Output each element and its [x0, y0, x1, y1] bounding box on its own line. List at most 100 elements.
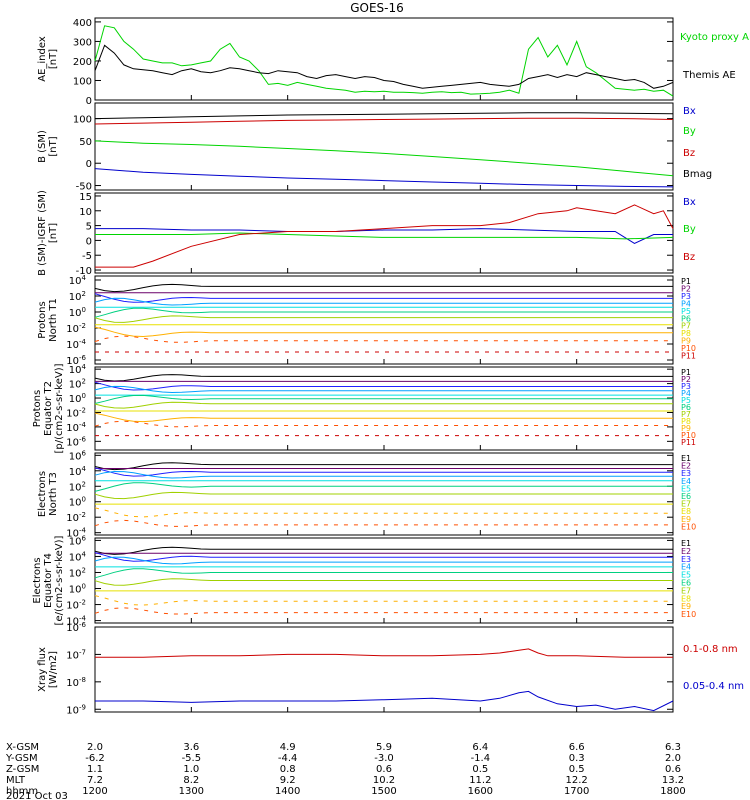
legend-entry: P5: [681, 307, 691, 316]
x-row-value: 6.3: [665, 742, 681, 753]
legend-entry: E1: [681, 454, 691, 463]
legend-entry: E10: [681, 522, 696, 531]
x-row-value: 0.3: [569, 753, 585, 764]
legend-entry: P7: [681, 410, 691, 419]
channel-line: [94, 381, 673, 391]
channel-line: [94, 552, 673, 562]
x-row-value: 11.2: [469, 775, 491, 786]
legend-entry: E8: [681, 507, 691, 516]
x-row-value: 6.4: [472, 742, 488, 753]
legend-entry: By: [683, 224, 696, 235]
panel-1: 0 100 200 300 400 AE_index [nT] Kyoto proxy AE T…: [37, 17, 750, 107]
legend-entry: E9: [681, 515, 691, 524]
x-row-value: 1400: [275, 786, 300, 797]
x-row-value: 1500: [371, 786, 396, 797]
y-tick-label: 10-2: [66, 599, 86, 612]
y-tick-label: 102: [69, 480, 86, 493]
legend-entry: E1: [681, 539, 691, 548]
x-row-value: 1.1: [87, 764, 103, 775]
y-tick-label: 102: [69, 566, 86, 579]
legend-entry: P9: [681, 424, 691, 433]
y-tick-label: 100: [73, 76, 92, 87]
legend-entry: E9: [681, 602, 691, 611]
channel-line: [94, 546, 673, 555]
x-row-value: -4.4: [278, 753, 298, 764]
legend-entry: 0.05-0.4 nm: [683, 681, 744, 692]
legend-entry: Kyoto proxy AE: [680, 32, 750, 43]
legend-entry: P2: [681, 375, 691, 384]
legend-entry: Bz: [683, 148, 695, 159]
x-row-label: Y-GSM: [5, 753, 38, 764]
channel-line: [94, 420, 673, 428]
channel-line: [94, 607, 673, 615]
panel-frame: [94, 275, 674, 365]
y-tick-label: 10-6: [66, 621, 86, 634]
y-tick-label: 10-7: [66, 648, 86, 661]
x-row-value: -1.4: [471, 753, 491, 764]
channel-line: [94, 394, 673, 404]
x-row-value: 0.6: [665, 764, 681, 775]
x-row-value: 4.9: [280, 742, 296, 753]
channel-line: [94, 507, 673, 518]
x-row-value: 0.5: [472, 764, 488, 775]
x-row-value: 0.6: [376, 764, 392, 775]
x-row-value: -6.2: [85, 753, 105, 764]
legend-entry: P4: [681, 299, 691, 308]
x-row-value: -3.0: [374, 753, 394, 764]
y-axis-label: B (SM)-IGRF (SM): [37, 190, 48, 276]
y-axis-label: Electrons: [32, 557, 43, 603]
legend-entry: E2: [681, 462, 691, 471]
y-tick-label: 10-6: [66, 435, 86, 448]
panel-frame: [94, 192, 674, 274]
series-line: [94, 112, 674, 120]
legend-entry: P9: [681, 337, 691, 346]
y-tick-label: 10-8: [66, 676, 86, 689]
channel-line: [94, 335, 673, 343]
panel-8: 10-9 10-8 10-7 10-6 Xray flux [W/m2] 0.1-0.8 n…: [37, 621, 744, 716]
legend-entry: Bz: [683, 252, 695, 263]
y-tick-label: 10-2: [66, 406, 86, 419]
x-row-label: X-GSM: [6, 742, 39, 753]
y-axis-label: [e/(cm2-s-sr-keV)]: [54, 535, 65, 625]
channel-line: [94, 374, 673, 382]
legend-entry: Bx: [683, 197, 696, 208]
y-axis-label: North T3: [48, 472, 59, 516]
y-tick-label: 50: [79, 137, 92, 148]
x-row-value: 3.6: [183, 742, 199, 753]
y-axis-label: Xray flux: [37, 647, 48, 692]
y-tick-label: 0: [86, 96, 92, 107]
legend-entry: 0.1-0.8 nm: [683, 644, 738, 655]
legend-entry: P11: [681, 352, 696, 361]
legend-entry: P11: [681, 438, 696, 447]
channel-line: [94, 519, 673, 527]
y-axis-label: Protons: [32, 390, 43, 427]
channel-line: [94, 293, 673, 303]
channel-line: [94, 470, 673, 479]
x-axis-table: X-GSM 2.0 3.6 4.9 5.9 6.4 6.6 6.3 Y-GSM -6.2 -5.5 -…: [5, 742, 686, 800]
series-line: [95, 690, 674, 712]
channel-line: [94, 385, 673, 394]
x-row-value: 1200: [82, 786, 107, 797]
legend-entry: E2: [681, 547, 691, 556]
y-axis-label: AE_index: [37, 36, 48, 82]
legend-entry: E6: [681, 579, 691, 588]
y-axis-label: B (SM): [37, 130, 48, 163]
y-tick-label: 100: [69, 496, 86, 509]
legend-entry: E6: [681, 492, 691, 501]
y-axis-label: North T1: [48, 298, 59, 342]
y-tick-label: 106: [69, 534, 87, 547]
x-row-value: 1.0: [183, 764, 199, 775]
y-tick-label: 106: [69, 449, 87, 462]
legend-entry: E8: [681, 594, 691, 603]
panel-3: -10 -5 0 5 10 15 B (SM)-IGRF (SM) [nT] Bx By Bz: [37, 190, 696, 277]
series-line: [94, 44, 674, 89]
x-row-value: -5.5: [182, 753, 202, 764]
channel-line: [94, 482, 673, 492]
y-tick-label: 5: [86, 222, 92, 233]
channel-line: [94, 491, 673, 500]
x-row-value: 9.2: [280, 775, 296, 786]
channel-line: [94, 283, 673, 293]
